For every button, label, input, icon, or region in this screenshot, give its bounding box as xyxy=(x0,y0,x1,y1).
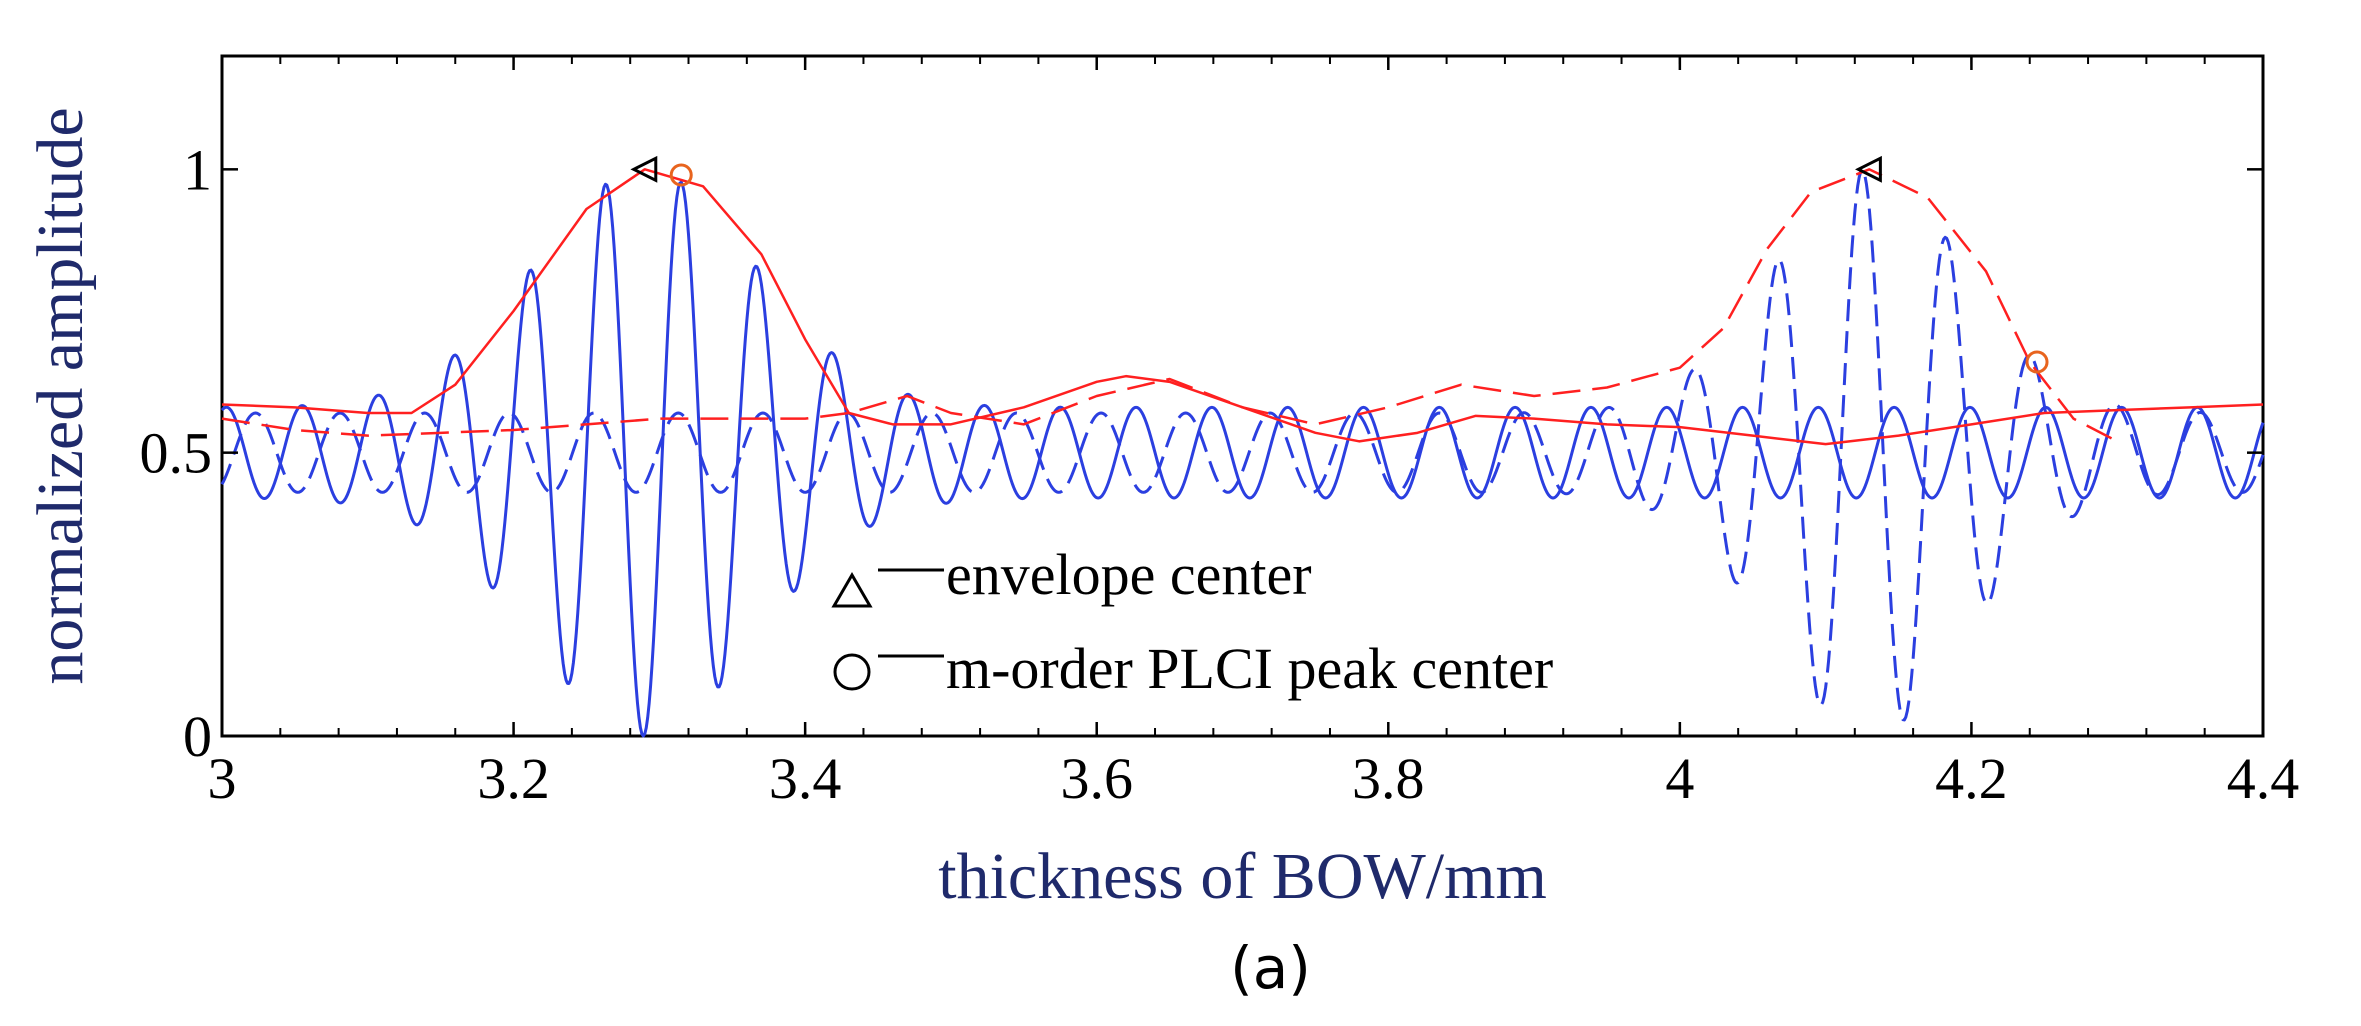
legend-triangle-symbol xyxy=(831,572,873,608)
plot-area: 3 3.2 3.4 3.6 3.8 4 4.2 4.4 0 0.5 1 xyxy=(140,54,2300,811)
envelope-center-marker xyxy=(630,155,658,183)
peak-center-marker xyxy=(2025,350,2049,374)
marker-layer xyxy=(630,155,2049,374)
y-axis-label: normalized amplitude xyxy=(24,107,97,684)
x-tick-label: 3.4 xyxy=(769,746,842,811)
legend-entry-envelope-center: envelope center xyxy=(831,542,1312,608)
x-tick-label: 4 xyxy=(1665,746,1694,811)
x-tick-label: 3.2 xyxy=(477,746,550,811)
x-tick-label: 3 xyxy=(208,746,237,811)
x-axis-label: thickness of BOW/mm xyxy=(938,840,1547,913)
legend-label-envelope-center: envelope center xyxy=(946,542,1312,607)
envelope-line-solid xyxy=(221,168,2264,446)
peak-center-marker xyxy=(669,163,693,187)
envelope-center-marker xyxy=(1855,155,1882,183)
legend-label-peak-center: m-order PLCI peak center xyxy=(946,636,1553,701)
x-tick-label: 3.6 xyxy=(1060,746,1133,811)
envelope-line-dashed xyxy=(221,168,2118,443)
x-tick-label: 4.2 xyxy=(1935,746,2008,811)
legend-circle-symbol xyxy=(833,653,871,691)
tick-layer: 3 3.2 3.4 3.6 3.8 4 4.2 4.4 0 0.5 1 xyxy=(140,56,2300,811)
plot-frame xyxy=(220,54,2265,738)
y-tick-label: 0 xyxy=(183,704,212,769)
legend-entry-peak-center: m-order PLCI peak center xyxy=(833,636,1553,701)
x-tick-label: 3.8 xyxy=(1352,746,1425,811)
figure-caption: (a) xyxy=(1230,934,1311,1002)
series-layer xyxy=(220,168,2265,738)
y-tick-label: 0.5 xyxy=(140,421,213,486)
signal-line-dashed xyxy=(220,168,2265,722)
y-tick-label: 1 xyxy=(183,137,212,202)
x-tick-label: 4.4 xyxy=(2227,746,2300,811)
legend: envelope center m-order PLCI peak center xyxy=(831,542,1553,701)
